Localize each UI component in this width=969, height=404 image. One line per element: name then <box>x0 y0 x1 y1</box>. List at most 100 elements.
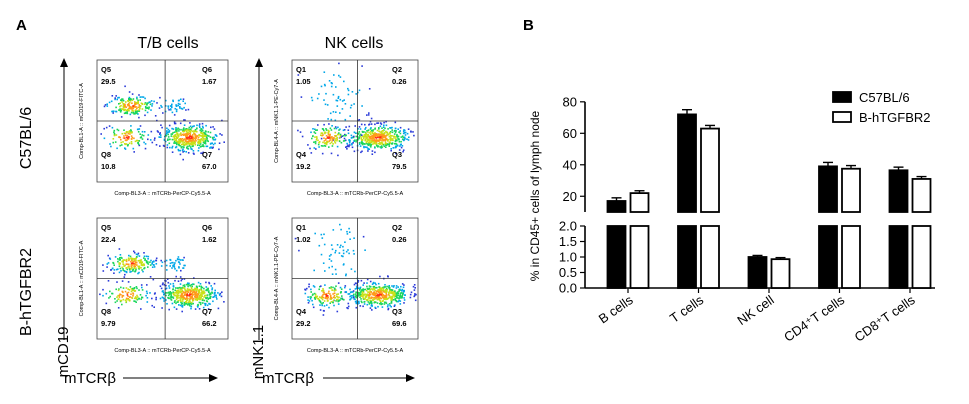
event-dots <box>99 248 225 313</box>
y-marker-nk11: mNK1.1 <box>250 325 267 379</box>
y-axis-title: % in CD45+ cells of lymph node <box>528 110 542 281</box>
quadrant-name: Q5 <box>101 223 111 232</box>
x-tick-label: T cells <box>667 292 707 326</box>
quadrant-value: 1.05 <box>296 77 311 86</box>
x-marker-right: mTCRβ <box>262 370 314 387</box>
bar-c57bl6 <box>606 225 627 289</box>
bar-c57bl6 <box>888 225 909 289</box>
x-tick-label: NK cell <box>734 292 776 328</box>
legend-label: B-hTGFBR2 <box>859 110 931 125</box>
chart-body: 20 40 60 80 0.00.51.01.52.0 B cells T cells NK … <box>559 90 935 345</box>
event-dots <box>297 62 415 157</box>
x-arrowhead-right <box>406 374 415 382</box>
legend-swatch <box>832 111 852 123</box>
x-arrowhead-left <box>209 374 218 382</box>
quadrant-value: 9.79 <box>101 319 116 328</box>
panel-a-flow-cytometry: A T/B cells NK cells C57BL/6 B-hTGFBR2 m… <box>16 17 419 387</box>
bar-c57bl6 <box>677 113 697 213</box>
quadrant-value: 19.2 <box>296 162 311 171</box>
quadrant-name: Q4 <box>296 150 307 159</box>
quadrant-name: Q5 <box>101 65 111 74</box>
quadrant-name: Q7 <box>202 150 212 159</box>
legend-swatch <box>832 91 852 103</box>
col-title-tb: T/B cells <box>137 35 198 52</box>
panel-b-bar-chart: B % in CD45+ cells of lymph node 20 40 60 8… <box>523 17 935 345</box>
quadrant-name: Q8 <box>101 307 111 316</box>
x-axis-label: Comp-BL3-A :: mTCRb-PerCP-Cy5.5-A <box>307 191 404 197</box>
quadrant-name: Q8 <box>101 150 111 159</box>
bar-hbtgfbr2 <box>700 127 720 213</box>
quadrant-name: Q6 <box>202 65 212 74</box>
bar-hbtgfbr2 <box>911 178 932 213</box>
row-label-hbtgfbr2: B-hTGFBR2 <box>18 248 35 336</box>
quadrant-value: 1.62 <box>202 235 217 244</box>
bar-c57bl6 <box>677 225 697 289</box>
x-axis-label: Comp-BL3-A :: mTCRb-PerCP-Cy5.5-A <box>114 191 211 197</box>
quadrant-value: 0.26 <box>392 235 407 244</box>
x-tick-label: CD4⁺T cells <box>781 292 848 345</box>
y-tick-label: 60 <box>563 126 577 141</box>
y-marker-cd19: mCD19 <box>55 327 72 378</box>
x-axis-label: Comp-BL3-A :: mTCRb-PerCP-Cy5.5-A <box>114 348 211 354</box>
quadrant-value: 79.5 <box>392 162 407 171</box>
x-axis-label: Comp-BL3-A :: mTCRb-PerCP-Cy5.5-A <box>307 348 404 354</box>
y-tick-label: 40 <box>563 157 577 172</box>
quadrant-name: Q6 <box>202 223 212 232</box>
quadrant-value: 29.5 <box>101 77 116 86</box>
x-tick-label: B cells <box>596 292 636 327</box>
col-title-nk: NK cells <box>325 35 384 52</box>
y-axis-label: Comp-BL4-A :: mNK1.1-PE-Cy7-A <box>274 79 280 163</box>
y-arrowhead-right <box>255 58 263 67</box>
event-dots <box>100 85 225 161</box>
y-tick-label: 80 <box>563 94 577 109</box>
quadrant-name: Q3 <box>392 307 402 316</box>
quadrant-value: 29.2 <box>296 319 311 328</box>
bar-hbtgfbr2 <box>841 167 861 213</box>
bar-c57bl6 <box>747 256 768 289</box>
row-label-c57: C57BL/6 <box>18 107 35 169</box>
quadrant-name: Q2 <box>392 223 402 232</box>
panel-a-letter: A <box>16 17 27 34</box>
quadrant-name: Q1 <box>296 223 306 232</box>
quadrant-value: 0.26 <box>392 77 407 86</box>
y-tick-label: 2.0 <box>559 219 577 234</box>
y-tick-label: 0.0 <box>559 281 577 296</box>
panel-b-letter: B <box>523 17 534 34</box>
quadrant-value: 1.02 <box>296 235 311 244</box>
bar-hbtgfbr2 <box>629 225 650 289</box>
x-tick-label: CD8⁺T cells <box>852 292 919 345</box>
quadrant-name: Q1 <box>296 65 306 74</box>
y-axis-label: Comp-BL1-A :: mCD19-FITC-A <box>79 83 85 159</box>
y-arrowhead-left <box>60 58 68 67</box>
y-tick-label: 20 <box>563 189 577 204</box>
quadrant-name: Q4 <box>296 307 307 316</box>
y-axis-label: Comp-BL1-A :: mCD19-FITC-A <box>79 240 85 316</box>
y-tick-label: 0.5 <box>559 265 577 280</box>
x-marker-left: mTCRβ <box>64 370 116 387</box>
quadrant-name: Q3 <box>392 150 402 159</box>
quadrant-value: 67.0 <box>202 162 217 171</box>
bar-hbtgfbr2 <box>629 192 650 213</box>
quadrant-value: 69.6 <box>392 319 407 328</box>
quadrant-value: 10.8 <box>101 162 116 171</box>
bar-hbtgfbr2 <box>911 225 932 289</box>
bar-c57bl6 <box>818 225 838 289</box>
quadrant-value: 1.67 <box>202 77 217 86</box>
bar-c57bl6 <box>606 200 627 213</box>
bar-c57bl6 <box>888 169 909 213</box>
bar-c57bl6 <box>818 165 838 213</box>
y-tick-label: 1.5 <box>559 234 577 249</box>
bar-hbtgfbr2 <box>770 258 791 289</box>
bar-hbtgfbr2 <box>841 225 861 289</box>
quadrant-name: Q2 <box>392 65 402 74</box>
y-tick-label: 1.0 <box>559 250 577 265</box>
bar-hbtgfbr2 <box>700 225 720 289</box>
quadrant-name: Q7 <box>202 307 212 316</box>
y-axis-label: Comp-BL4-A :: mNK1.1-PE-Cy7-A <box>274 236 280 320</box>
quadrant-value: 66.2 <box>202 319 217 328</box>
